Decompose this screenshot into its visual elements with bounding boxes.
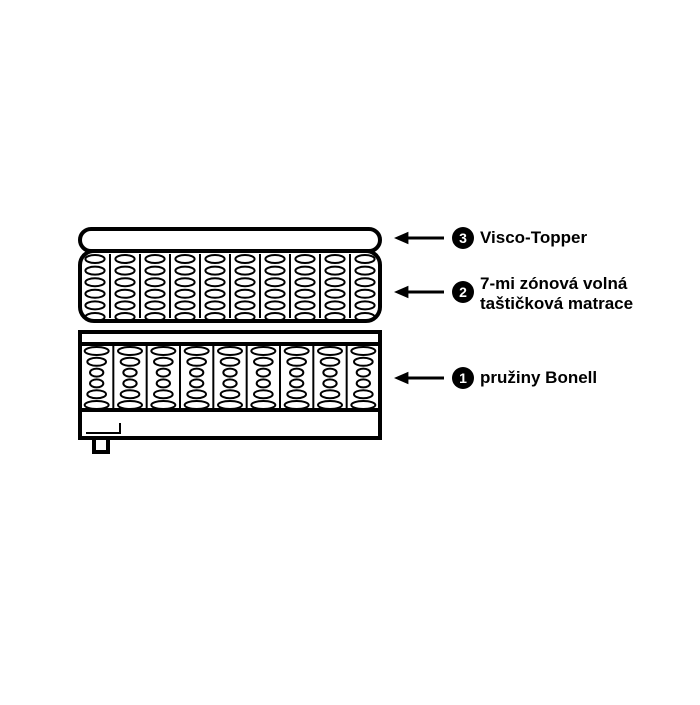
mattress-svg [0,0,700,700]
callout-label-2: 7-mi zónová volná taštičková matrace [480,274,633,315]
callout-badge-2: 2 [452,281,474,303]
mattress-diagram: { "type": "infographic", "background_col… [0,0,700,700]
callout-badge-3: 3 [452,227,474,249]
callout-label-1: pružiny Bonell [480,368,597,388]
callout-badge-1: 1 [452,367,474,389]
callout-label-3: Visco-Topper [480,228,587,248]
